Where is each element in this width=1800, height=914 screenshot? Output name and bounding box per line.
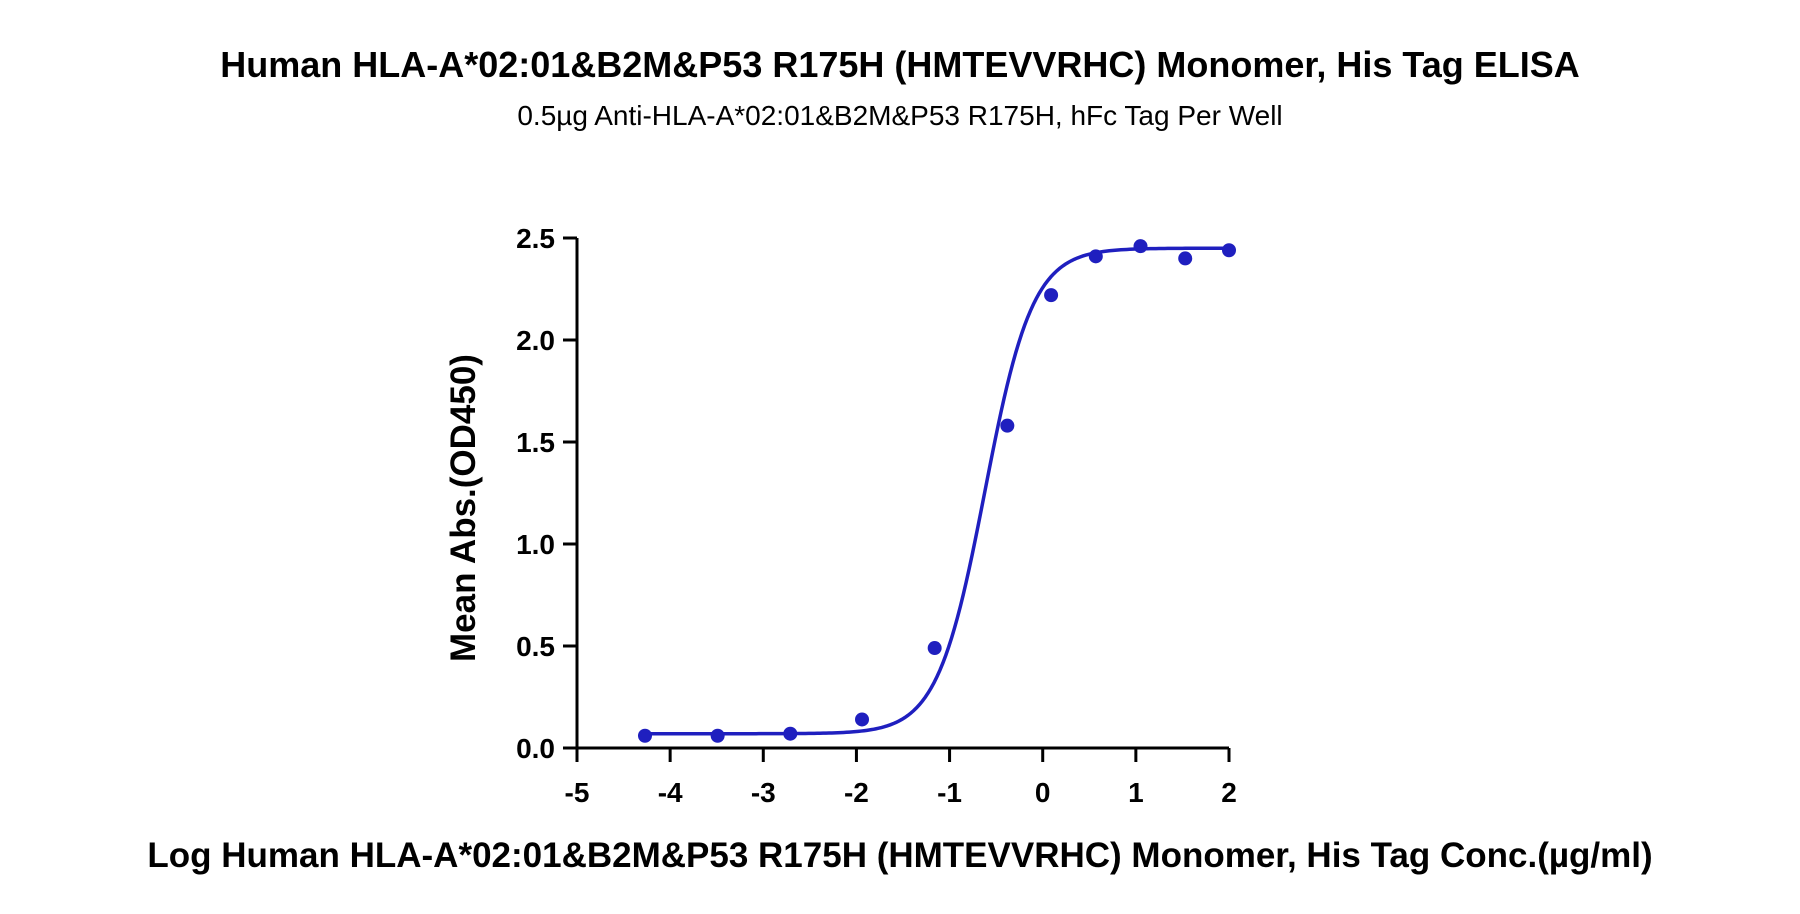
y-tick-label: 1.5 [516, 427, 555, 458]
fit-curve [644, 246, 1229, 736]
data-points-layer [637, 239, 1236, 743]
y-tick-label: 1.0 [516, 529, 555, 560]
fit-curve-layer [644, 246, 1229, 736]
y-tick-label: 2.0 [516, 325, 555, 356]
data-point [855, 712, 870, 727]
x-tick-label: -1 [937, 777, 962, 808]
data-point [927, 641, 942, 656]
data-point [1000, 418, 1015, 433]
data-point [1044, 288, 1059, 303]
x-tick-label: 1 [1128, 777, 1144, 808]
y-tick-label: 0.5 [516, 631, 555, 662]
chart-subtitle: 0.5µg Anti-HLA-A*02:01&B2M&P53 R175H, hF… [517, 100, 1283, 131]
y-tick-label: 2.5 [516, 223, 555, 254]
x-axis-label: Log Human HLA-A*02:01&B2M&P53 R175H (HMT… [147, 836, 1653, 875]
x-tick-label: -4 [658, 777, 683, 808]
chart-title: Human HLA-A*02:01&B2M&P53 R175H (HMTEVVR… [220, 44, 1580, 85]
axes: 0.0 0.5 1.0 1.5 2.0 2.5 -5 -4 -3 -2 -1 0 1 2 [516, 223, 1237, 808]
x-tick-label: 2 [1221, 777, 1237, 808]
data-point [710, 728, 725, 743]
data-point [1178, 251, 1193, 266]
x-tick-label: -2 [844, 777, 869, 808]
data-point [783, 726, 798, 741]
x-tick-label: -5 [565, 777, 590, 808]
x-tick-label: 0 [1035, 777, 1051, 808]
y-tick-label: 0.0 [516, 733, 555, 764]
data-point [1222, 243, 1236, 258]
data-point [1088, 249, 1103, 264]
x-tick-label: -3 [751, 777, 776, 808]
data-point [637, 728, 652, 743]
data-point [1133, 239, 1148, 254]
